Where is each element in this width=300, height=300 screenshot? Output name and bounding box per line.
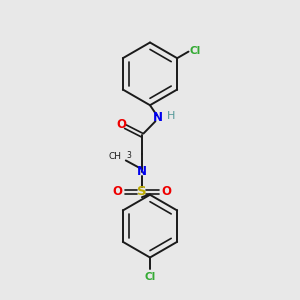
Text: 3: 3: [127, 152, 132, 160]
Text: H: H: [167, 111, 175, 121]
Text: O: O: [116, 118, 126, 131]
Text: N: N: [137, 165, 147, 178]
Text: O: O: [162, 185, 172, 198]
Text: CH: CH: [109, 152, 122, 161]
Text: O: O: [112, 185, 122, 198]
Text: Cl: Cl: [144, 272, 156, 282]
Text: Cl: Cl: [190, 46, 201, 56]
Text: N: N: [153, 111, 164, 124]
Text: S: S: [137, 185, 147, 198]
